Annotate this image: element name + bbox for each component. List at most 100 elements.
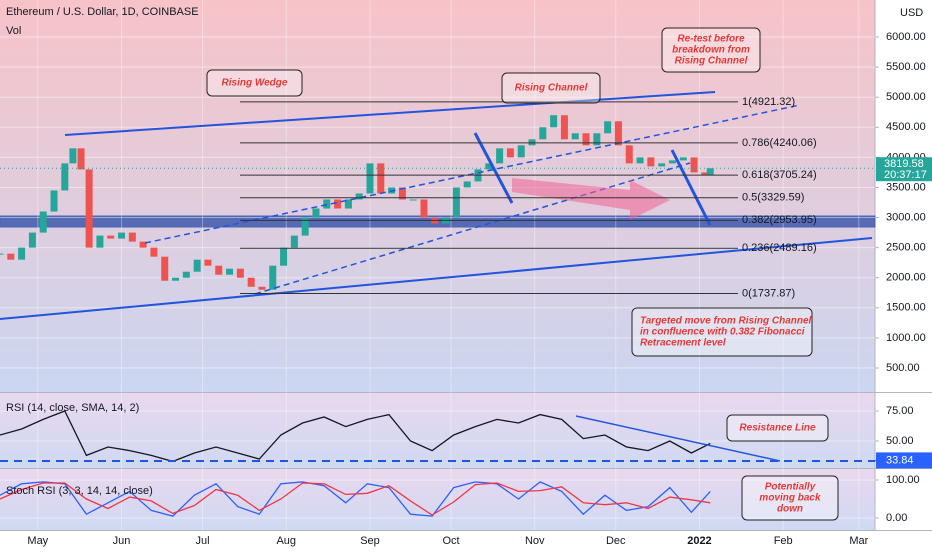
countdown: 20:37:17 xyxy=(884,169,927,181)
candle xyxy=(28,232,36,248)
callout-text: Resistance Line xyxy=(739,423,816,434)
x-tick-label: Jul xyxy=(196,535,210,547)
y-tick-label: 2000.00 xyxy=(886,272,926,284)
y-tick-label: 5500.00 xyxy=(886,61,926,73)
candle xyxy=(506,148,514,158)
x-tick-label: 2022 xyxy=(687,535,711,547)
candle xyxy=(420,199,428,218)
volume-label: Vol xyxy=(6,25,21,37)
indicator-line xyxy=(0,482,711,516)
candle xyxy=(7,253,15,260)
chart-title: Ethereum / U.S. Dollar, 1D, COINBASE xyxy=(6,6,199,18)
y-tick-label: 6000.00 xyxy=(886,31,926,43)
candle xyxy=(0,253,4,255)
callout-text: Rising Channel xyxy=(675,56,748,67)
callout-text: Retracement level xyxy=(640,338,726,349)
x-tick-label: Mar xyxy=(849,535,868,547)
x-tick-label: May xyxy=(27,535,48,547)
candle xyxy=(301,217,309,236)
callout-box xyxy=(206,69,303,97)
candle xyxy=(139,241,147,248)
y-tick-label: 2500.00 xyxy=(886,242,926,254)
rsi-title: RSI (14, close, SMA, 14, 2) xyxy=(6,402,139,414)
level-box xyxy=(876,452,932,469)
candle xyxy=(539,127,547,140)
last-price-box xyxy=(876,157,932,182)
x-tick-label: Aug xyxy=(276,535,296,547)
candle xyxy=(290,235,298,248)
x-tick-label: Nov xyxy=(525,535,545,547)
fib-label: 0.618(3705.24) xyxy=(742,169,817,181)
candle xyxy=(334,199,342,209)
x-tick-label: Jun xyxy=(113,535,131,547)
candle xyxy=(485,163,493,170)
y-tick-label: 3000.00 xyxy=(886,211,926,223)
callout-box xyxy=(631,307,813,357)
y-tick-label: 5000.00 xyxy=(886,91,926,103)
candle xyxy=(150,247,158,257)
callout-text: Rising Wedge xyxy=(222,78,288,89)
callout-box xyxy=(741,475,839,521)
candle xyxy=(215,265,223,275)
fib-retracement: 1(4921.32) 0.786(4240.06) 0.618(3705.24) 0.… xyxy=(240,96,817,299)
candle xyxy=(118,232,126,239)
y-tick-label: 75.00 xyxy=(886,405,914,417)
y-tick-label: 1500.00 xyxy=(886,302,926,314)
fib-label: 0.5(3329.59) xyxy=(742,192,804,204)
candle xyxy=(496,148,504,164)
y-tick-label: 4500.00 xyxy=(886,121,926,133)
y-tick-label: 0.00 xyxy=(886,512,907,524)
candle xyxy=(269,265,277,290)
callout-box xyxy=(501,72,601,104)
candle xyxy=(204,259,212,266)
candle xyxy=(96,235,104,248)
target-arrow xyxy=(512,178,670,220)
candle xyxy=(614,121,622,146)
candle xyxy=(61,163,69,191)
candle xyxy=(258,286,266,290)
y-tick-label: 3500.00 xyxy=(886,181,926,193)
fib-label: 0.236(2489.16) xyxy=(742,242,817,254)
last-price: 3819.58 xyxy=(884,158,924,170)
marks xyxy=(0,115,875,517)
candle xyxy=(409,199,417,201)
candle xyxy=(366,163,374,194)
callout-text: in confluence with 0.382 Fibonacci xyxy=(640,327,805,338)
price-pane xyxy=(0,0,875,392)
candle xyxy=(593,133,601,146)
candle xyxy=(236,268,244,278)
candle xyxy=(701,172,709,176)
fib-label: 0.382(2953.95) xyxy=(742,214,817,226)
candle xyxy=(658,163,666,167)
candle xyxy=(668,160,676,164)
callout-box xyxy=(661,27,761,73)
callout-box xyxy=(726,414,829,442)
y-tick-label: 1000.00 xyxy=(886,332,926,344)
callout-text: breakdown from xyxy=(672,45,750,56)
candle xyxy=(636,157,644,164)
callout-text: down xyxy=(777,504,803,515)
callout-text: Rising Channel xyxy=(515,83,588,94)
currency: USD xyxy=(900,7,923,19)
fib-label: 1(4921.32) xyxy=(742,96,795,108)
x-tick-label: Feb xyxy=(774,535,793,547)
candle xyxy=(706,168,714,176)
candle xyxy=(172,277,180,281)
candle xyxy=(571,133,579,140)
fib-label: 0.786(4240.06) xyxy=(742,137,817,149)
candle xyxy=(604,121,612,134)
y-tick-label: 100.00 xyxy=(886,474,920,486)
candle xyxy=(50,190,58,212)
candle xyxy=(452,187,460,218)
rsi-pane xyxy=(0,393,875,468)
candle xyxy=(398,187,406,200)
candle xyxy=(280,247,288,266)
candle xyxy=(517,145,525,158)
candle xyxy=(582,133,590,146)
y-tick-label: 500.00 xyxy=(886,362,920,374)
level-label: 33.84 xyxy=(886,454,914,466)
candle xyxy=(18,247,26,260)
candle xyxy=(377,163,385,194)
callout-text: moving back xyxy=(759,493,821,504)
